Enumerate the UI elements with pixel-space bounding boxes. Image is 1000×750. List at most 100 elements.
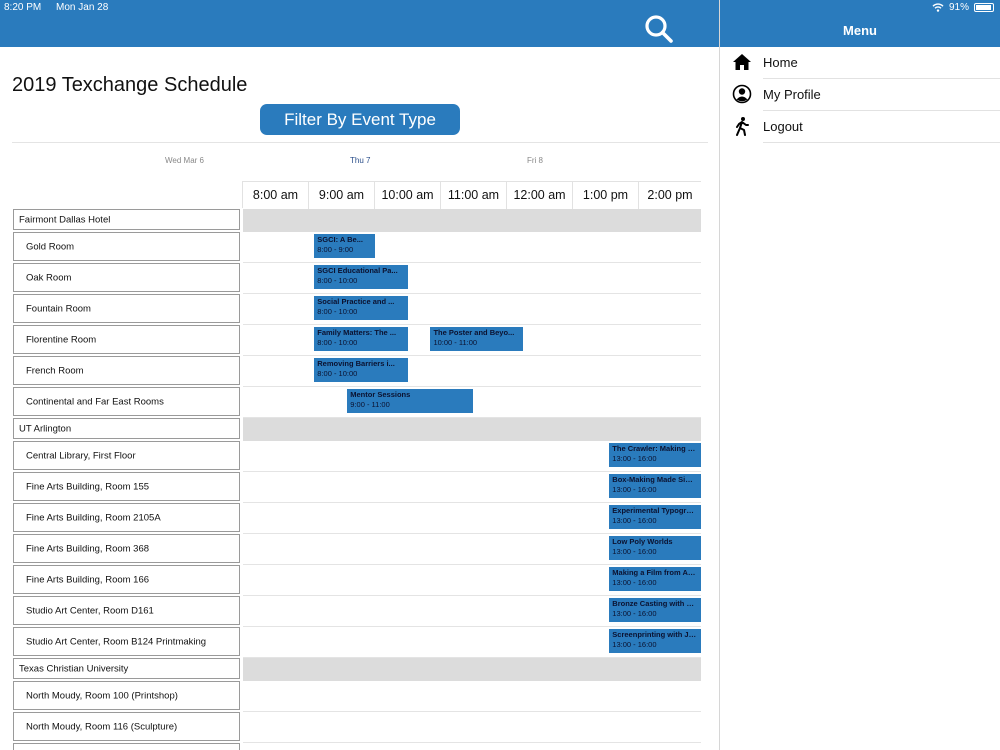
time-slot: 9:00 am [309, 182, 375, 209]
row-label-text: French Room [26, 365, 84, 376]
room-label[interactable]: Florentine Room [13, 325, 240, 354]
room-row: Studio Art Center, Room D161 Bronze Casti… [0, 596, 705, 627]
filter-by-event-type-button[interactable]: Filter By Event Type [260, 104, 460, 135]
day-tab-fri[interactable]: Fri 8 [527, 156, 543, 165]
timeline-lane: Box-Making Made Simple: 3D CA13:00 - 16:… [243, 472, 701, 503]
room-row: Studio Art Center, Room B124 Printmaking… [0, 627, 705, 658]
room-row: Fine Arts Building, Room 155 Box-Making M… [0, 472, 705, 503]
event-time: 8:00 - 10:00 [317, 338, 358, 347]
event-block[interactable]: SGCI Educational Pa... 8:00 - 10:00 [314, 265, 408, 289]
menu-divider [763, 110, 1000, 111]
event-block[interactable]: Low Poly Worlds 13:00 - 16:00 [609, 536, 701, 560]
room-label[interactable]: Continental and Far East Rooms [13, 387, 240, 416]
row-label-text: Fine Arts Building, Room 2105A [26, 512, 161, 523]
home-icon [733, 54, 751, 70]
room-row: Fine Arts Building, Room 2105A Experiment… [0, 503, 705, 534]
menu-divider [763, 78, 1000, 79]
time-slot: 11:00 am [441, 182, 507, 209]
row-label-text: Gold Room [26, 241, 75, 252]
event-title: Low Poly Worlds [612, 537, 673, 546]
time-slot: 8:00 am [243, 182, 309, 209]
timeline-lane: Mentor Sessions 9:00 - 11:00 [243, 387, 701, 418]
timeline-lane: Removing Barriers i... 8:00 - 10:00 [243, 356, 701, 387]
row-label-text: Studio Art Center, Room B124 Printmaking [26, 636, 207, 647]
row-label-text: North Moudy, Room 100 (Printshop) [26, 690, 178, 701]
menu-item-my-profile[interactable]: My Profile [720, 79, 1000, 111]
event-time: 13:00 - 16:00 [612, 485, 657, 494]
venue-group-row: Fairmont Dallas Hotel [0, 209, 705, 232]
menu-item-label: Home [763, 55, 798, 70]
venue-label[interactable]: Texas Christian University [13, 658, 240, 679]
event-block[interactable]: The Poster and Beyo... 10:00 - 11:00 [430, 327, 523, 351]
event-title: SGCI Educational Pa... [317, 266, 398, 275]
room-label[interactable]: Fine Arts Building, Room 155 [13, 472, 240, 501]
row-label-text: Central Library, First Floor [26, 450, 136, 461]
row-label-text: Oak Room [26, 272, 72, 283]
status-bar-right: 91% [932, 2, 994, 13]
page-title: 2019 Texchange Schedule [12, 74, 248, 96]
room-label[interactable]: Oak Room [13, 263, 240, 292]
room-label[interactable]: Studio Art Center, Room D161 [13, 596, 240, 625]
event-block[interactable]: Removing Barriers i... 8:00 - 10:00 [314, 358, 408, 382]
row-label-text: Fountain Room [26, 303, 91, 314]
room-label[interactable]: North Moudy, Room 116 (Sculpture) [13, 712, 240, 741]
event-block[interactable]: Box-Making Made Simple: 3D CA13:00 - 16:… [609, 474, 701, 498]
room-row: Gold Room SGCI: A Be... 8:00 - 9:00 [0, 232, 705, 263]
timeline-lane: Social Practice and ... 8:00 - 10:00 [243, 294, 701, 325]
room-label[interactable]: Gold Room [13, 232, 240, 261]
room-label[interactable]: Fine Arts Building, Room 166 [13, 565, 240, 594]
top-bar: 8:20 PM Mon Jan 28 Menu 91% [0, 0, 1000, 47]
event-block[interactable]: Social Practice and ... 8:00 - 10:00 [314, 296, 408, 320]
venue-label[interactable]: UT Arlington [13, 418, 240, 439]
row-label-text: Florentine Room [26, 334, 97, 345]
timeline-lane: Low Poly Worlds 13:00 - 16:00 [243, 534, 701, 565]
menu-item-label: Logout [763, 119, 803, 134]
timeline-lane [243, 681, 701, 712]
event-title: Box-Making Made Simple: 3D CA [612, 475, 698, 484]
menu-item-home[interactable]: Home [720, 47, 1000, 79]
timeline-lane: SGCI Educational Pa... 8:00 - 10:00 [243, 263, 701, 294]
room-label[interactable]: Fine Arts Building, Room 368 [13, 534, 240, 563]
status-time: 8:20 PM [4, 2, 42, 13]
status-date: Mon Jan 28 [56, 2, 109, 13]
battery-icon [974, 3, 994, 12]
room-label[interactable] [13, 743, 240, 750]
search-icon [645, 15, 673, 43]
event-block[interactable]: Screenprinting with Jeffrey Dell13:00 - … [609, 629, 701, 653]
event-block[interactable]: Experimental Typography and Le13:00 - 16… [609, 505, 701, 529]
room-label[interactable]: Fine Arts Building, Room 2105A [13, 503, 240, 532]
room-row: Oak Room SGCI Educational Pa... 8:00 - 10:… [0, 263, 705, 294]
day-tab-wed[interactable]: Wed Mar 6 [165, 156, 204, 165]
timeline-lane: Experimental Typography and Le13:00 - 16… [243, 503, 701, 534]
event-title: Family Matters: The ... [317, 328, 397, 337]
event-time: 13:00 - 16:00 [612, 547, 657, 556]
room-row: Central Library, First Floor The Crawler:… [0, 441, 705, 472]
schedule-grid: Fairmont Dallas Hotel Gold Room SGCI: A Be… [0, 209, 705, 750]
event-title: The Poster and Beyo... [433, 328, 515, 337]
event-block[interactable]: Bronze Casting with Raised Text13:00 - 1… [609, 598, 701, 622]
event-time: 8:00 - 9:00 [317, 245, 354, 254]
event-block[interactable]: SGCI: A Be... 8:00 - 9:00 [314, 234, 375, 258]
search-button[interactable] [643, 13, 675, 45]
header-divider [12, 142, 708, 143]
event-block[interactable]: The Crawler: Making a MezzoMo13:00 - 16:… [609, 443, 701, 467]
day-tab-thu[interactable]: Thu 7 [350, 156, 371, 165]
venue-label[interactable]: Fairmont Dallas Hotel [13, 209, 240, 230]
event-time: 8:00 - 10:00 [317, 307, 358, 316]
event-block[interactable]: Making a Film from Archival Vide13:00 - … [609, 567, 701, 591]
event-block[interactable]: Mentor Sessions 9:00 - 11:00 [347, 389, 473, 413]
event-title: Screenprinting with Jeffrey Dell [612, 630, 698, 639]
menu-item-logout[interactable]: Logout [720, 111, 1000, 143]
timeline-lane: Making a Film from Archival Vide13:00 - … [243, 565, 701, 596]
room-label[interactable]: North Moudy, Room 100 (Printshop) [13, 681, 240, 710]
room-label[interactable]: Studio Art Center, Room B124 Printmaking [13, 627, 240, 656]
room-label[interactable]: Central Library, First Floor [13, 441, 240, 470]
venue-group-row: UT Arlington [0, 418, 705, 441]
event-time: 13:00 - 16:00 [612, 640, 657, 649]
status-bar-left: 8:20 PM Mon Jan 28 [4, 2, 120, 13]
room-label[interactable]: Fountain Room [13, 294, 240, 323]
room-label[interactable]: French Room [13, 356, 240, 385]
room-row: North Moudy, Room 116 (Sculpture) [0, 712, 705, 743]
event-block[interactable]: Family Matters: The ... 8:00 - 10:00 [314, 327, 408, 351]
